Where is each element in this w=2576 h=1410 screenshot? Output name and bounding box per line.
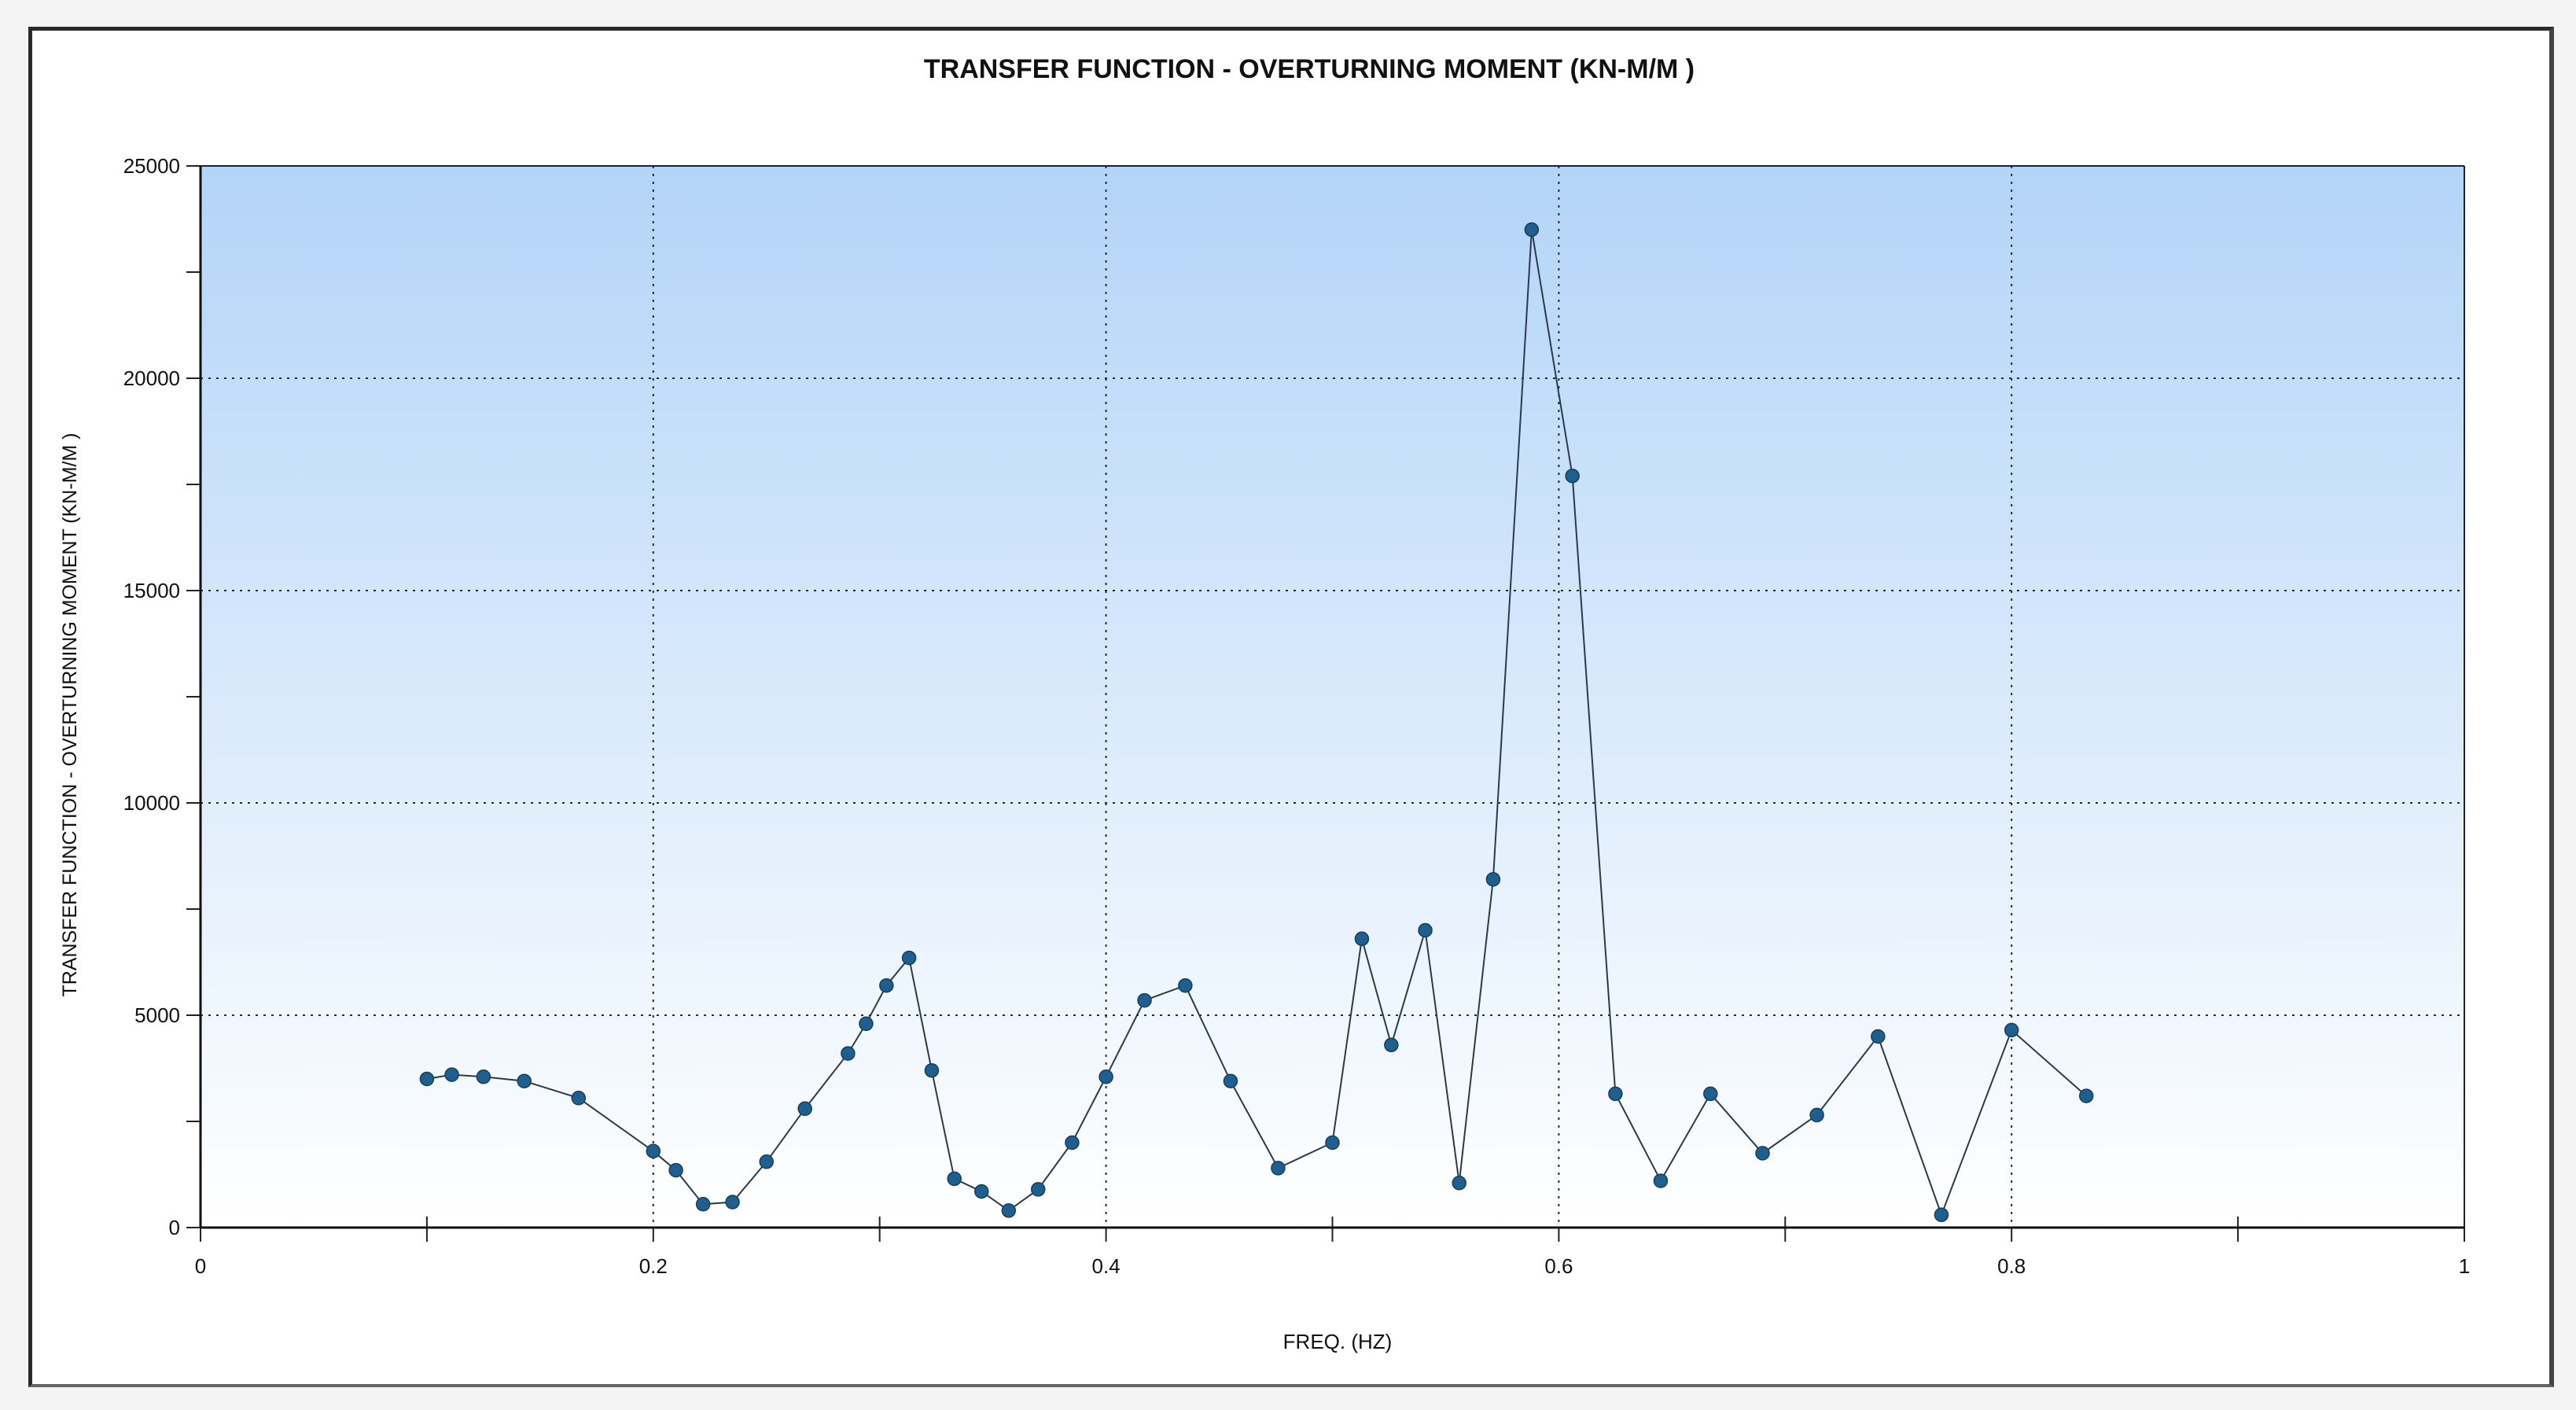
axes <box>186 165 2465 1242</box>
x-axis-label: FREQ. (HZ) <box>1283 1330 1393 1353</box>
x-tick-label: 0.2 <box>639 1254 668 1278</box>
data-point <box>1485 871 1501 887</box>
data-point <box>2004 1022 2019 1038</box>
plot-area <box>201 166 2464 1228</box>
data-point <box>901 950 917 966</box>
data-point <box>1178 977 1193 993</box>
y-tick-label: 5000 <box>134 1003 180 1027</box>
data-point <box>695 1197 711 1212</box>
data-point <box>841 1046 856 1061</box>
chart-svg: TRANSFER FUNCTION - OVERTURNING MOMENT (… <box>59 54 2471 1353</box>
y-tick-label: 15000 <box>123 579 180 602</box>
data-point <box>859 1016 874 1032</box>
data-point <box>1325 1135 1340 1150</box>
data-point <box>1809 1107 1824 1123</box>
data-point <box>1384 1037 1399 1053</box>
data-point <box>1098 1069 1113 1084</box>
chart-frame: TRANSFER FUNCTION - OVERTURNING MOMENT (… <box>28 27 2554 1387</box>
data-point <box>1223 1073 1238 1088</box>
data-point <box>1065 1135 1080 1150</box>
x-tick-label: 0.6 <box>1544 1254 1573 1278</box>
x-tick-label: 1 <box>2459 1254 2470 1278</box>
data-point <box>1271 1161 1286 1176</box>
data-point <box>1418 922 1433 938</box>
y-tick-label: 0 <box>169 1216 180 1239</box>
y-tick-label: 20000 <box>123 366 180 390</box>
x-tick-label: 0.8 <box>1997 1254 2026 1278</box>
y-axis-label: TRANSFER FUNCTION - OVERTURNING MOMENT (… <box>59 433 81 996</box>
data-point <box>571 1091 587 1106</box>
data-point <box>476 1069 491 1084</box>
data-point <box>974 1184 989 1199</box>
data-point <box>1137 992 1152 1008</box>
data-point <box>1871 1029 1886 1044</box>
data-point <box>1934 1207 1949 1223</box>
data-point <box>924 1062 940 1078</box>
chart-title: TRANSFER FUNCTION - OVERTURNING MOMENT (… <box>924 54 1695 84</box>
data-point <box>1565 468 1580 484</box>
tick-labels: 0 5000 10000 15000 20000 25000 0 0.2 0.4 0.6 0.8 1 <box>123 154 2471 1278</box>
x-tick-label: 0.4 <box>1092 1254 1121 1278</box>
data-point <box>1755 1146 1770 1161</box>
data-point <box>1354 931 1370 947</box>
data-point <box>668 1162 683 1178</box>
data-point <box>1608 1086 1623 1102</box>
data-point <box>1452 1176 1466 1191</box>
data-point <box>947 1171 962 1187</box>
data-point <box>1653 1173 1669 1188</box>
y-tick-label: 10000 <box>123 791 180 815</box>
x-tick-label: 0 <box>195 1254 206 1278</box>
series-layer <box>419 222 2094 1223</box>
data-point <box>419 1071 435 1087</box>
data-point <box>797 1101 812 1117</box>
y-tick-label: 25000 <box>123 154 180 178</box>
data-point <box>1703 1086 1718 1102</box>
data-point <box>879 977 894 993</box>
data-point <box>2078 1088 2094 1103</box>
data-point <box>1030 1182 1046 1197</box>
data-point <box>1524 222 1540 237</box>
data-point <box>646 1143 661 1159</box>
data-point <box>1001 1203 1017 1218</box>
data-point <box>725 1195 740 1209</box>
data-point <box>759 1154 774 1169</box>
data-point <box>444 1067 459 1082</box>
data-point <box>517 1073 532 1088</box>
